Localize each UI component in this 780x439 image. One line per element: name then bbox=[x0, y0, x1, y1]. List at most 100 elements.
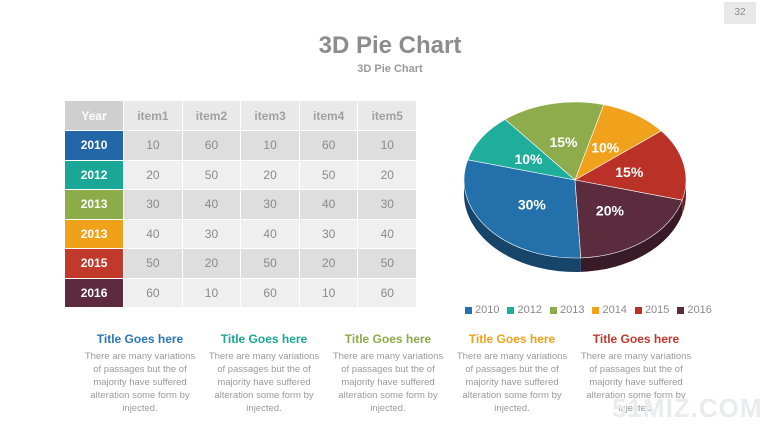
table-header-item3: item3 bbox=[240, 101, 300, 131]
pie-slice-2015 bbox=[574, 130, 687, 201]
table-value-cell: 30 bbox=[182, 219, 242, 249]
legend-swatch bbox=[634, 306, 642, 314]
table-value-cell: 20 bbox=[240, 160, 300, 190]
text-boxes: Title Goes here There are many variations… bbox=[78, 332, 698, 415]
text-box-title: Title Goes here bbox=[468, 332, 556, 346]
legend-swatch bbox=[465, 306, 472, 314]
text-box-body: There are many variations of passages bu… bbox=[84, 351, 196, 414]
table-row: 2016 60 10 60 10 60 bbox=[65, 278, 418, 308]
table-value-cell: 40 bbox=[182, 189, 242, 220]
table-value-cell: 30 bbox=[240, 189, 300, 220]
table-value-cell: 30 bbox=[299, 219, 359, 249]
text-box-title: Title Goes here bbox=[344, 332, 432, 346]
legend-label: 2010 bbox=[475, 304, 500, 316]
table-value-cell: 10 bbox=[299, 278, 359, 308]
table-year-cell: 2016 bbox=[65, 278, 125, 308]
table-header-item4: item4 bbox=[299, 101, 359, 131]
legend-label: 2016 bbox=[687, 304, 712, 316]
table-year-cell: 2012 bbox=[65, 160, 125, 190]
page-number: 32 bbox=[724, 2, 756, 24]
table-value-cell: 10 bbox=[182, 278, 242, 308]
table-value-cell: 10 bbox=[123, 130, 183, 161]
pie-slice-2010 bbox=[463, 159, 582, 259]
table-value-cell: 50 bbox=[240, 248, 300, 279]
legend-swatch bbox=[507, 306, 515, 314]
pie-slice-side bbox=[682, 180, 686, 215]
pie-value-label: 15% bbox=[549, 134, 578, 150]
table-value-cell: 40 bbox=[240, 219, 300, 249]
text-box-title: Title Goes here bbox=[592, 332, 680, 346]
text-box: Title Goes here There are many variations… bbox=[202, 332, 326, 415]
table-row: 2013 30 40 30 40 30 bbox=[65, 189, 418, 220]
legend-swatch bbox=[677, 306, 685, 314]
table-value-cell: 10 bbox=[357, 130, 418, 161]
text-box: Title Goes here There are many variations… bbox=[450, 332, 574, 415]
legend-item: 2013 bbox=[549, 304, 585, 316]
table-value-cell: 50 bbox=[182, 160, 242, 190]
page-subtitle: 3D Pie Chart bbox=[357, 63, 423, 75]
table-value-cell: 20 bbox=[357, 160, 418, 190]
pie-value-label: 20% bbox=[596, 202, 625, 218]
page-title: 3D Pie Chart bbox=[318, 32, 462, 59]
watermark: 51MIZ.COM bbox=[612, 393, 763, 423]
table-year-cell: 2013 bbox=[65, 189, 125, 220]
table-row: 2013 40 30 40 30 40 bbox=[65, 219, 418, 249]
pie-slice-2013 bbox=[504, 101, 605, 181]
table-value-cell: 60 bbox=[299, 130, 359, 161]
text-box: Title Goes here There are many variations… bbox=[326, 332, 450, 415]
text-box-body: There are many variations of passages bu… bbox=[456, 351, 568, 414]
table-value-cell: 60 bbox=[240, 278, 300, 308]
table-value-cell: 20 bbox=[299, 248, 359, 279]
pie-value-label: 15% bbox=[615, 164, 644, 180]
text-box: Title Goes here There are many variations… bbox=[78, 332, 202, 415]
legend-swatch bbox=[549, 306, 557, 314]
legend-label: 2015 bbox=[644, 304, 670, 316]
legend-swatch bbox=[592, 306, 600, 314]
table-value-cell: 10 bbox=[240, 130, 300, 161]
table-value-cell: 60 bbox=[182, 130, 242, 161]
pie-slice-2016 bbox=[574, 179, 683, 259]
table-value-cell: 40 bbox=[123, 219, 183, 249]
table-value-cell: 20 bbox=[123, 160, 183, 190]
legend-item: 2012 bbox=[507, 304, 542, 316]
legend-item: 2010 bbox=[465, 304, 499, 316]
table-value-cell: 40 bbox=[299, 189, 359, 220]
table-value-cell: 40 bbox=[357, 219, 418, 249]
table-value-cell: 20 bbox=[182, 248, 242, 279]
pie-slice-side bbox=[580, 200, 683, 272]
legend-item: 2015 bbox=[634, 304, 670, 316]
text-box-body: There are many variations of passages bu… bbox=[208, 351, 320, 414]
table-value-cell: 60 bbox=[357, 278, 418, 308]
table-row: 2012 20 50 20 50 20 bbox=[65, 160, 418, 190]
text-box-title: Title Goes here bbox=[96, 332, 184, 346]
data-table: Year item1 item2 item3 item4 item5 2010 1… bbox=[65, 101, 418, 308]
table-header-item2: item2 bbox=[182, 101, 242, 131]
table-year-cell: 2010 bbox=[65, 130, 125, 161]
legend-label: 2012 bbox=[517, 304, 542, 316]
table-value-cell: 50 bbox=[123, 248, 183, 279]
pie-value-label: 30% bbox=[518, 197, 547, 213]
pie-slice-side bbox=[464, 180, 581, 272]
table-year-cell: 2013 bbox=[65, 219, 125, 249]
text-box-title: Title Goes here bbox=[220, 332, 308, 346]
legend-item: 2014 bbox=[592, 304, 627, 316]
table-header-item5: item5 bbox=[357, 101, 418, 131]
table-value-cell: 30 bbox=[123, 189, 183, 220]
chart-legend: 2010 2012 2013 2014 2015 2016 bbox=[465, 304, 712, 316]
pie-value-label: 10% bbox=[514, 151, 543, 167]
table-value-cell: 60 bbox=[123, 278, 183, 308]
table-row: 2015 50 20 50 20 50 bbox=[65, 248, 418, 279]
table-value-cell: 30 bbox=[357, 189, 418, 220]
pie-value-label: 10% bbox=[591, 139, 620, 155]
table-row: 2010 10 60 10 60 10 bbox=[65, 130, 418, 161]
legend-label: 2014 bbox=[602, 304, 627, 316]
table-value-cell: 50 bbox=[357, 248, 418, 279]
text-box-body: There are many variations of passages bu… bbox=[332, 351, 444, 414]
table-header-row: Year item1 item2 item3 item4 item5 bbox=[65, 101, 418, 131]
pie-chart: 30% 10% 15% 10% 15% 20% bbox=[455, 88, 695, 293]
legend-item: 2016 bbox=[677, 304, 712, 316]
text-box-body: There are many variations of passages bu… bbox=[580, 351, 692, 414]
legend-label: 2013 bbox=[559, 304, 585, 316]
table-value-cell: 50 bbox=[299, 160, 359, 190]
text-box: Title Goes here There are many variations… bbox=[574, 332, 698, 415]
